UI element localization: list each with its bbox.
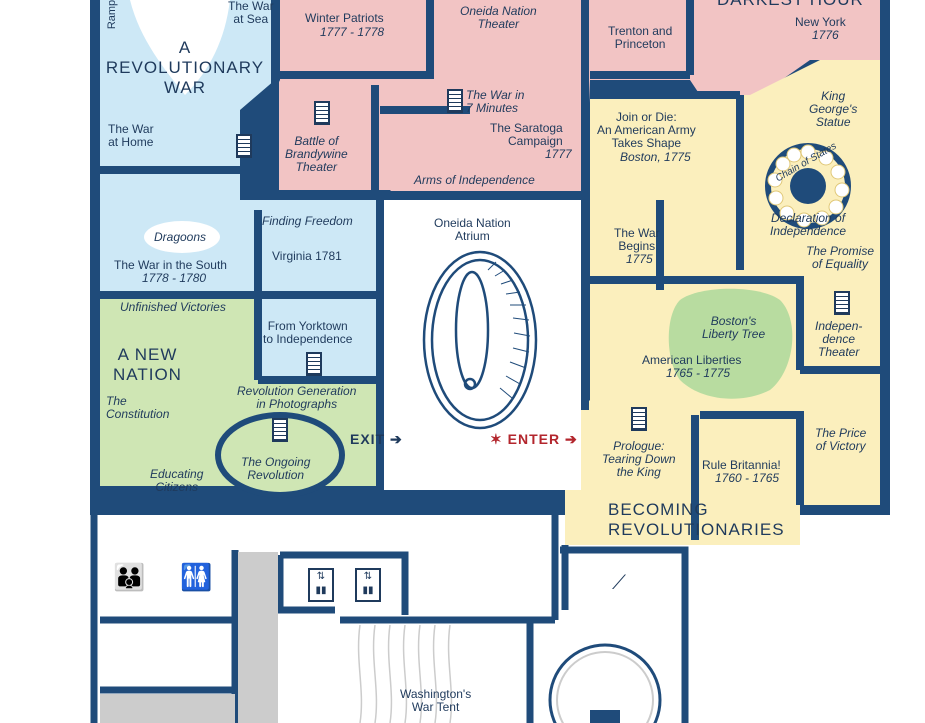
spiral-staircase: [422, 250, 538, 430]
label-arms-of-independence: Arms of Independence: [414, 173, 535, 187]
restroom-icon: 🚻: [180, 563, 213, 593]
label-declaration: Declaration of Independence: [770, 211, 847, 238]
label-war-begins: The War Begins: [614, 226, 660, 253]
label-join-or-die-years: Boston, 1775: [620, 150, 691, 164]
label-oneida-atrium: Oneida Nation Atrium: [434, 216, 511, 243]
label-educating-citizens: Educating Citizens: [150, 467, 204, 494]
label-winter-patriots: Winter Patriots: [305, 11, 384, 25]
label-war-at-sea: The War at Sea: [228, 0, 274, 26]
enter-label[interactable]: ✶ ENTER ➔: [490, 431, 578, 447]
label-darkest-hour: DARKEST HOUR: [717, 0, 864, 10]
ship-shape: [130, 0, 230, 95]
label-washingtons-tent: Washington's War Tent: [400, 687, 472, 714]
label-war-at-home: The War at Home: [108, 122, 154, 149]
label-the-constitution: The Constitution: [106, 394, 170, 421]
theater-icon: [272, 418, 288, 442]
label-war-in-7-minutes: The War in 7 Minutes: [466, 88, 525, 115]
label-rule-britannia-years: 1760 - 1765: [715, 471, 780, 485]
theater-icon: [834, 291, 850, 315]
label-saratoga: The Saratoga Campaign: [490, 121, 563, 148]
chain-of-states-stars: [767, 144, 850, 228]
label-new-nation: A NEW NATION: [113, 345, 182, 384]
gray-floor: [100, 694, 235, 723]
label-becoming-revolutionaries: BECOMING REVOLUTIONARIES: [608, 500, 785, 539]
label-oneida-theater: Oneida Nation Theater: [460, 4, 537, 31]
elevator-icon: ⇅ ▮▮: [355, 568, 381, 602]
exit-label[interactable]: EXIT ➔: [350, 431, 403, 447]
label-war-begins-year: 1775: [626, 252, 653, 266]
enter-text: ENTER: [507, 431, 561, 447]
lower-walls: [90, 490, 689, 723]
chain-of-states-center: [790, 168, 826, 204]
theater-icon: [236, 134, 252, 158]
label-american-liberties-years: 1765 - 1775: [666, 366, 731, 380]
label-new-york: New York: [795, 15, 846, 29]
label-new-york-year: 1776: [812, 28, 839, 42]
theater-icon: [447, 89, 463, 113]
enter-star-icon: ✶: [490, 431, 503, 447]
gray-corridor: [238, 552, 278, 723]
label-saratoga-year: 1777: [545, 147, 572, 161]
revolutionary-war-text: A REVOLUTIONARY WAR: [105, 38, 265, 97]
label-revolution-generation: Revolution Generation in Photographs: [237, 384, 357, 411]
label-american-liberties: American Liberties: [642, 353, 742, 367]
label-king-georges-statue: King George's Statue: [809, 89, 858, 129]
label-bostons-liberty-tree: Boston's Liberty Tree: [702, 314, 766, 341]
label-promise-of-equality: The Promise of Equality: [806, 244, 875, 271]
label-trenton-princeton: Trenton and Princeton: [608, 24, 673, 51]
theater-icon: [306, 352, 322, 376]
label-ongoing-revolution: The Ongoing Revolution: [241, 455, 311, 482]
label-rule-britannia: Rule Britannia!: [702, 458, 781, 472]
atrium-floor: [384, 200, 581, 490]
label-unfinished-victories: Unfinished Victories: [120, 300, 226, 314]
family-restroom-icon: 👪: [113, 563, 146, 593]
arrow-right-icon: ➔: [390, 431, 403, 447]
exit-text: EXIT: [350, 431, 386, 447]
label-prologue: Prologue: Tearing Down the King: [602, 439, 676, 479]
walls: [100, 0, 880, 540]
label-from-yorktown: From Yorktown to Independence: [263, 319, 353, 346]
zone-revolutionary-war: [100, 0, 380, 380]
label-war-in-south-years: 1778 - 1780: [142, 271, 207, 285]
label-independence-theater: Indepen- dence Theater: [815, 319, 863, 359]
label-war-in-south: The War in the South: [114, 258, 227, 272]
label-virginia: Virginia 1781: [272, 249, 342, 263]
label-price-of-victory: The Price of Victory: [815, 426, 867, 453]
ongoing-revolution-oval: [215, 412, 345, 498]
dragoons-oval: [144, 221, 220, 253]
theater-icon: [314, 101, 330, 125]
bottom-theater-shape: [540, 625, 680, 723]
tent-curtains: [357, 624, 453, 723]
label-join-or-die: Join or Die: An American Army Takes Shap…: [597, 110, 696, 150]
label-finding-freedom: Finding Freedom: [262, 214, 353, 228]
label-ramp: Ramp: [106, 0, 119, 30]
elevator-icon: ⇅ ▮▮: [308, 568, 334, 602]
arrow-right-icon: ➔: [564, 431, 578, 447]
stair-treads: [487, 261, 531, 399]
liberty-tree-shape: [668, 288, 793, 399]
label-revolutionary-war: A REVOLUTIONARY WAR: [105, 38, 265, 98]
label-dragoons: Dragoons: [154, 230, 207, 244]
label-winter-patriots-years: 1777 - 1778: [320, 25, 385, 39]
theater-icon: [631, 407, 647, 431]
stairs-icon: ⟋: [612, 570, 626, 594]
label-battle-brandywine: Battle of Brandywine Theater: [285, 134, 348, 174]
